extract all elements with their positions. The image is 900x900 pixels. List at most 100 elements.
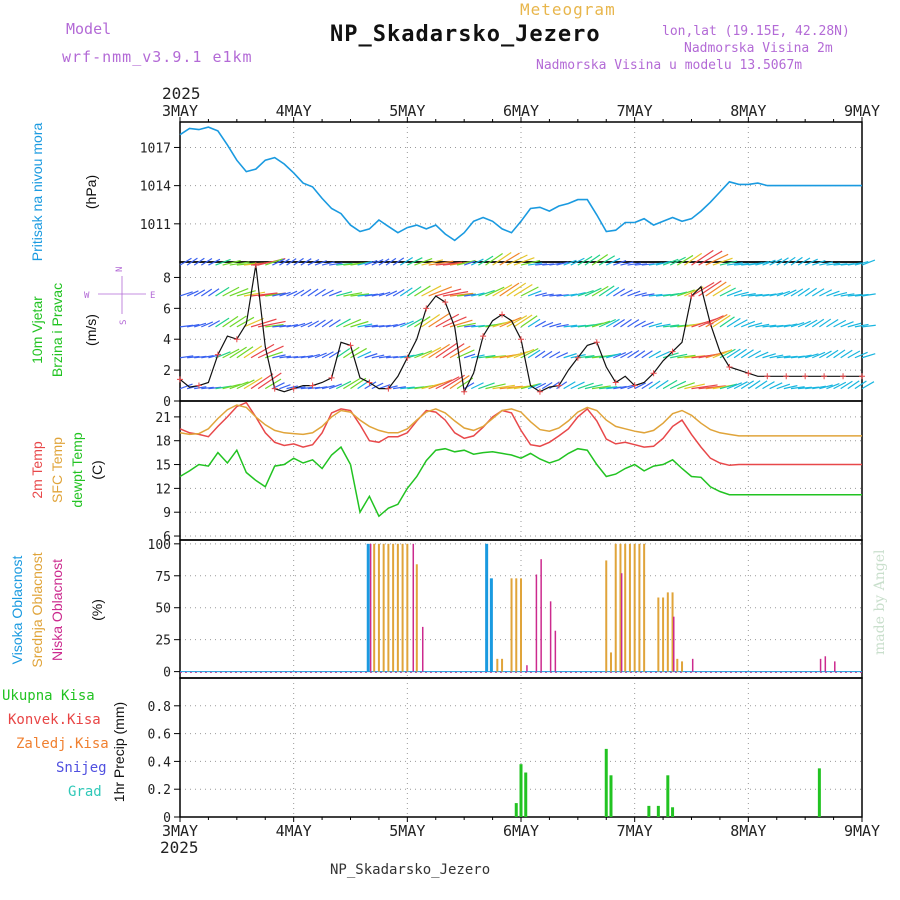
wind-arrow: [364, 293, 378, 297]
y-tick-label: 12: [155, 482, 171, 497]
wind-arrow: [747, 380, 761, 390]
wind-arrow: [179, 383, 193, 390]
wind-arrow: [598, 255, 616, 266]
wind-arrow: [776, 383, 791, 390]
wind-arrow: [826, 382, 840, 390]
wind-arrow: [314, 319, 326, 328]
y-tick-label: 21: [155, 411, 171, 426]
wind-arrow: [755, 351, 769, 359]
wind-arrow: [435, 313, 460, 328]
wind-arrow: [406, 286, 422, 297]
cloud_low-bar: [549, 601, 552, 672]
cloud_mid-bar: [387, 543, 390, 672]
wind-arrow: [407, 257, 423, 266]
x-tick-label-top: 9MAY: [844, 102, 880, 120]
wind-arrow: [279, 355, 292, 359]
wind-arrow: [243, 291, 266, 297]
gust-marker: [726, 364, 733, 371]
wind-arrow: [798, 386, 812, 390]
wind-arrow: [861, 381, 875, 390]
gust-marker: [650, 370, 657, 377]
cloud_mid-bar: [382, 543, 385, 672]
compass-south: S: [119, 320, 129, 325]
cloud_mid-bar: [657, 597, 660, 672]
wind-arrow: [286, 355, 299, 359]
compass-north: N: [115, 267, 125, 272]
cloud_mid-bar: [676, 658, 679, 672]
wind-arrow: [471, 258, 484, 266]
wind-arrow: [428, 343, 450, 359]
wind-arrow: [421, 346, 442, 359]
wind-arrow: [748, 322, 763, 328]
wind-arrow: [222, 315, 239, 328]
cloud_mid-bar: [609, 652, 612, 672]
wind-arrow: [293, 355, 306, 359]
y-tick-label: 6: [163, 530, 171, 545]
wind-arrow: [471, 292, 485, 297]
wind-axis-title-2: Brzina i Pravac: [49, 283, 65, 377]
wind-arrow: [463, 260, 476, 266]
y-tick-label: 1017: [140, 141, 171, 156]
wind-arrow: [776, 290, 790, 297]
gust-marker: [536, 388, 543, 395]
precip-bar: [666, 775, 670, 817]
wind-arrow: [712, 314, 731, 328]
wind-arrow: [399, 257, 413, 266]
wind-arrow: [627, 290, 641, 297]
gust-marker: [480, 333, 487, 340]
wind-arrow: [364, 381, 377, 390]
wind-arrow: [357, 323, 373, 328]
wind-arrow: [215, 258, 231, 266]
wind-arrow: [272, 354, 286, 359]
gust-marker: [309, 382, 316, 389]
wind-arrow: [357, 260, 373, 266]
wind-arrow: [456, 259, 476, 266]
wind-arrow: [194, 386, 207, 390]
cloud_mid-bar: [510, 578, 513, 672]
wind-arrow: [265, 258, 283, 266]
y-tick-label: 6: [163, 302, 171, 317]
wind-arrow: [329, 262, 343, 266]
wind-arrow: [598, 285, 615, 297]
wind-arrow: [371, 258, 384, 266]
cloud_mid-bar: [628, 543, 631, 672]
x-tick-label-top: 5MAY: [389, 102, 425, 120]
wind-arrow: [378, 291, 391, 297]
wind-arrow: [200, 258, 213, 266]
wind-arrow: [428, 286, 453, 297]
wind-arrow: [847, 322, 862, 328]
wind-arrow: [748, 293, 763, 297]
wind-arrow: [201, 321, 214, 328]
wind-arrow: [684, 383, 705, 390]
pressure-axis-title: Pritisak na nivou mora: [29, 123, 45, 262]
wind-arrow: [811, 288, 825, 297]
cloud_low-bar: [540, 559, 542, 672]
wind-arrow: [293, 289, 305, 297]
x-tick-label-bottom: 8MAY: [730, 822, 766, 840]
wind-arrow: [705, 314, 728, 328]
wind-arrow: [442, 374, 465, 390]
wind-arrow: [556, 323, 569, 328]
wind-arrow: [691, 249, 714, 266]
temp-axis-title-2: SFC Temp: [49, 437, 65, 503]
gust-marker: [574, 354, 581, 361]
wind-arrow: [485, 253, 503, 266]
temp-axis-title-3: dewpt Temp: [69, 432, 85, 507]
wind-arrow: [541, 350, 553, 359]
wind-arrow: [854, 323, 869, 328]
wind-arrow: [350, 293, 370, 297]
wind-arrow: [520, 286, 539, 297]
wind-arrow: [513, 283, 533, 297]
wind-arrow: [534, 350, 546, 359]
wind-arrow: [563, 293, 578, 297]
wind-arrow: [407, 318, 423, 328]
wind-arrow: [648, 322, 663, 328]
wind-arrow: [385, 355, 398, 359]
wind-arrow: [449, 292, 474, 297]
wind-arrow: [542, 321, 554, 328]
cloud_mid-bar: [633, 543, 636, 672]
wind-arrow: [506, 254, 528, 266]
wind-arrow: [655, 323, 671, 328]
gust-marker: [328, 374, 335, 381]
cloud_mid-bar: [396, 543, 399, 672]
